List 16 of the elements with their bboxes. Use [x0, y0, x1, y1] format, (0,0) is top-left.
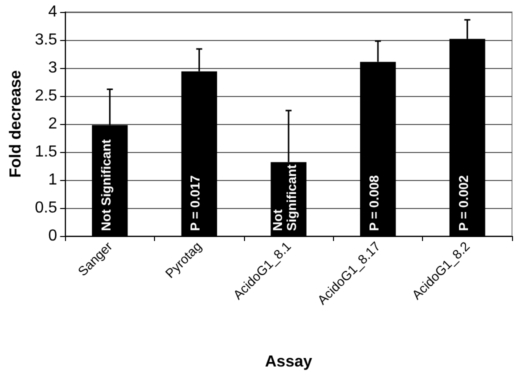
- annotation: Not Significant: [98, 138, 114, 231]
- y-tick-label: 4: [48, 4, 58, 20]
- y-tick-label: 1.5: [34, 144, 58, 160]
- annotation: P = 0.002: [456, 175, 471, 231]
- annotation: P = 0.008: [366, 175, 382, 231]
- y-tick-label: 0.5: [34, 200, 58, 216]
- annotation: P = 0.017: [188, 175, 203, 231]
- y-tick-label: 2: [48, 116, 58, 132]
- y-tick-label: 0: [48, 228, 58, 244]
- y-tick-label: 2.5: [34, 88, 58, 104]
- y-axis-title: Fold decrease: [8, 70, 24, 178]
- y-tick-label: 1: [48, 172, 58, 188]
- x-axis-title: Assay: [264, 354, 312, 370]
- y-tick-label: 3: [48, 60, 58, 76]
- y-tick-label: 3.5: [34, 32, 58, 48]
- annotation: Not Significant: [270, 164, 300, 231]
